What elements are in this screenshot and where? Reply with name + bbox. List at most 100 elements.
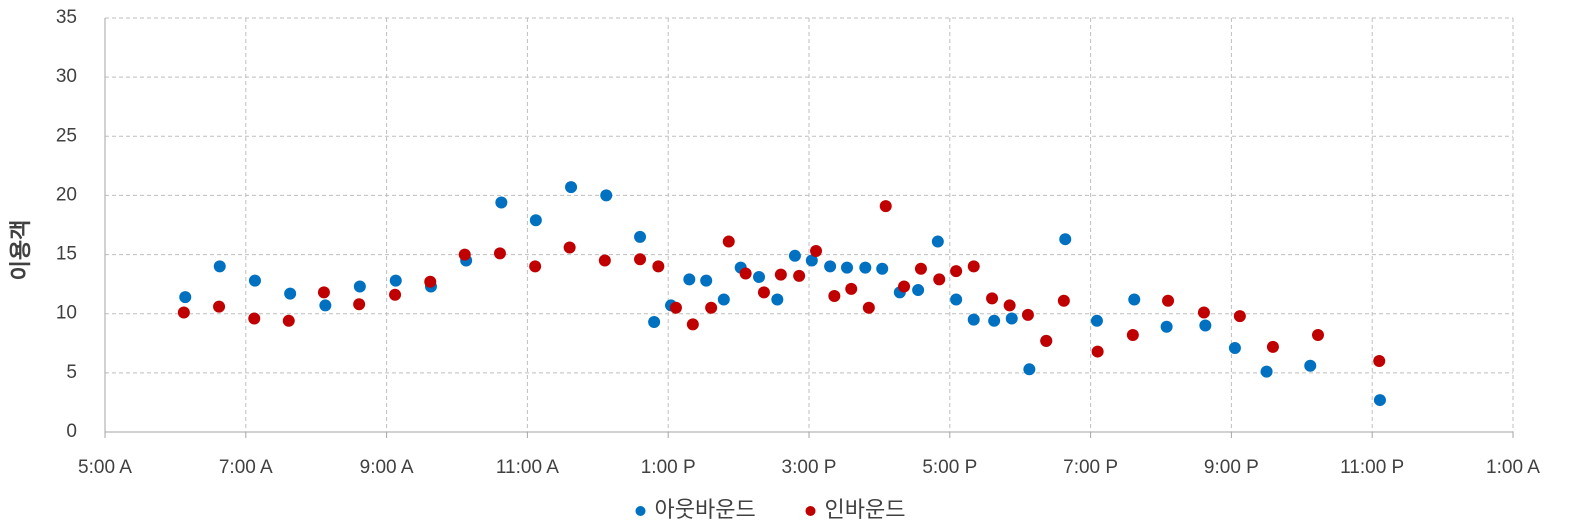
x-tick-label: 1:00 A — [1486, 457, 1540, 478]
point — [424, 275, 437, 288]
point — [213, 300, 226, 313]
point — [248, 312, 261, 325]
point — [529, 260, 542, 273]
point — [319, 299, 332, 312]
point — [1266, 340, 1279, 353]
point — [1128, 293, 1141, 306]
point — [1005, 312, 1018, 325]
point — [824, 260, 837, 273]
point — [493, 247, 506, 260]
point — [1162, 294, 1175, 307]
point — [1304, 359, 1317, 372]
point — [931, 235, 944, 248]
point — [805, 254, 818, 267]
point — [700, 274, 713, 287]
point — [1233, 310, 1246, 323]
legend-label: 인바운드 — [825, 497, 906, 522]
x-tick-label: 1:00 P — [641, 457, 696, 478]
point — [705, 301, 718, 314]
point — [845, 282, 858, 295]
x-tick-label: 9:00 A — [360, 457, 414, 478]
x-tick-label: 3:00 P — [782, 457, 837, 478]
point — [1003, 299, 1016, 312]
x-tick-label: 9:00 P — [1204, 457, 1259, 478]
point — [879, 200, 892, 213]
legend-marker — [635, 506, 646, 516]
y-tick-label: 0 — [66, 421, 77, 442]
point — [1126, 329, 1139, 342]
point — [950, 293, 963, 306]
point — [1040, 334, 1053, 347]
point — [793, 269, 806, 282]
point — [1059, 233, 1072, 246]
point — [739, 267, 752, 280]
y-tick-label: 20 — [56, 184, 77, 205]
point — [898, 280, 911, 293]
point — [634, 253, 647, 266]
point — [248, 274, 261, 287]
point — [1260, 365, 1273, 378]
x-tick-label: 7:00 P — [1063, 457, 1118, 478]
point — [600, 189, 613, 202]
point — [876, 262, 889, 275]
y-tick-label: 5 — [66, 362, 77, 383]
point — [529, 214, 542, 227]
y-tick-label: 15 — [56, 244, 77, 265]
point — [565, 181, 578, 194]
point — [177, 306, 190, 319]
point — [933, 273, 946, 286]
x-tick-label: 5:00 A — [78, 457, 132, 478]
point — [458, 248, 471, 261]
point — [1023, 363, 1036, 376]
point — [353, 280, 366, 293]
point — [284, 287, 297, 300]
point — [859, 261, 872, 274]
point — [717, 293, 730, 306]
y-tick-label: 30 — [56, 66, 77, 87]
point — [1090, 314, 1103, 327]
point — [753, 271, 766, 284]
point — [213, 260, 226, 273]
point — [1373, 355, 1386, 368]
point — [722, 235, 735, 248]
y-tick-label: 25 — [56, 125, 77, 146]
point — [1197, 306, 1210, 319]
point — [1091, 345, 1104, 358]
point — [1311, 329, 1324, 342]
point — [828, 289, 841, 302]
point — [179, 291, 192, 304]
point — [686, 318, 699, 331]
point — [788, 249, 801, 262]
point — [967, 313, 980, 326]
point — [1373, 394, 1386, 407]
point — [841, 261, 854, 274]
point — [810, 245, 823, 258]
point — [912, 284, 925, 297]
point — [1160, 320, 1173, 333]
point — [648, 315, 661, 328]
point — [317, 286, 330, 299]
point — [967, 260, 980, 273]
point — [771, 293, 784, 306]
point — [563, 241, 576, 254]
point — [950, 265, 963, 278]
point — [598, 254, 611, 267]
point — [1228, 342, 1241, 355]
x-tick-label: 11:00 A — [496, 457, 559, 478]
point — [282, 314, 295, 327]
point — [862, 301, 875, 314]
point — [389, 288, 402, 301]
point — [914, 262, 927, 275]
point — [389, 274, 402, 287]
point — [634, 230, 647, 243]
point — [353, 298, 366, 311]
point — [652, 260, 665, 273]
y-axis-label: 이용객 — [8, 220, 33, 281]
legend-label: 아웃바운드 — [655, 497, 756, 522]
point — [1021, 308, 1034, 321]
point — [495, 196, 508, 209]
point — [757, 286, 770, 299]
x-tick-label: 7:00 A — [219, 457, 273, 478]
x-tick-label: 5:00 P — [922, 457, 977, 478]
point — [1199, 319, 1212, 332]
